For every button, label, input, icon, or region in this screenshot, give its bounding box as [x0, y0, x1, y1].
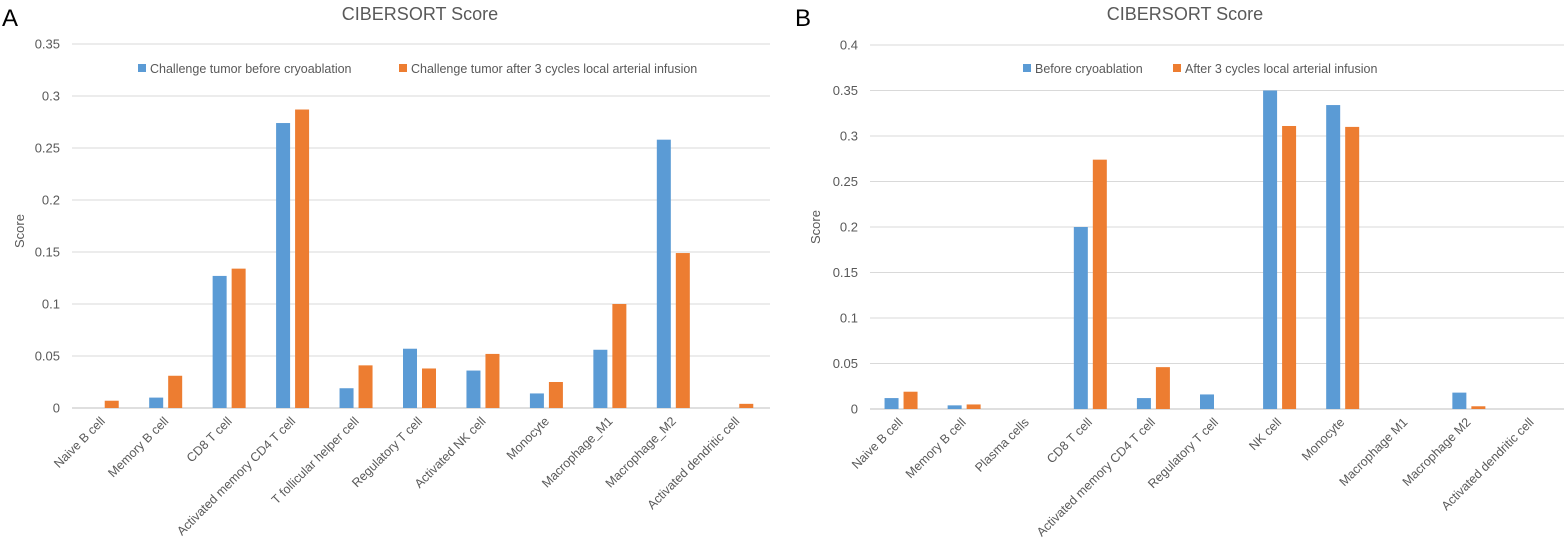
y-tick-label: 0.15 [833, 265, 858, 280]
chart-title: CIBERSORT Score [342, 4, 498, 24]
bar-series-2 [104, 400, 119, 408]
y-tick-label: 0.35 [35, 37, 60, 52]
legend: Challenge tumor before cryoablation Chal… [138, 62, 697, 76]
legend-swatch-series-1 [1023, 64, 1031, 72]
x-tick-label: Monocyte [1299, 415, 1347, 463]
bar-series-1 [593, 349, 608, 408]
x-tick-label: Macrophage M1 [1337, 415, 1411, 489]
y-tick-label: 0.3 [840, 129, 858, 144]
x-tick-label: Monocyte [504, 414, 552, 462]
x-tick-label: CD8 T cell [184, 414, 235, 465]
bar-series-1 [1200, 394, 1214, 409]
bar-series-2 [1092, 159, 1107, 409]
bar-series-1 [149, 397, 164, 408]
legend-swatch-series-2 [399, 64, 407, 72]
bar-series-1 [1073, 227, 1088, 409]
y-tick-label: 0.1 [840, 311, 858, 326]
y-tick-label: 0.25 [833, 174, 858, 189]
legend-label-series-2: After 3 cycles local arterial infusion [1185, 62, 1377, 76]
bar-series-2 [612, 304, 627, 408]
x-tick-label: Macrophage M2 [1400, 415, 1474, 489]
x-tick-label: Memory B cell [105, 414, 171, 480]
y-tick-label: 0 [53, 401, 60, 416]
y-tick-label: 0.35 [833, 83, 858, 98]
y-tick-label: 0.2 [840, 220, 858, 235]
legend-swatch-series-1 [138, 64, 146, 72]
bar-series-2 [548, 382, 563, 408]
bar-series-2 [168, 375, 183, 408]
x-tick-label: Naive B cell [849, 415, 906, 472]
x-tick-label: Plasma cells [972, 415, 1032, 475]
x-tick-label: Memory B cell [903, 415, 969, 481]
bar-series-2 [1345, 126, 1360, 410]
gridlines: 0 0.05 0.1 0.15 0.2 0.25 0.3 0.35 0.4 [833, 38, 1564, 417]
bar-series-1 [276, 123, 291, 408]
panel-a: A CIBERSORT Score Challenge tumor before… [2, 4, 770, 538]
y-tick-label: 0.2 [42, 193, 60, 208]
x-tick-label: Naive B cell [51, 414, 108, 471]
y-tick-label: 0.3 [42, 89, 60, 104]
x-tick-label: CD8 T cell [1044, 415, 1095, 466]
panel-b: B CIBERSORT Score Before cryoablation Af… [795, 4, 1564, 539]
bar-series-2 [358, 365, 373, 408]
bar-series-2 [231, 268, 246, 408]
panel-label: A [2, 5, 18, 32]
y-tick-label: 0.15 [35, 245, 60, 260]
bar-series-2 [422, 368, 436, 408]
chart-title: CIBERSORT Score [1107, 4, 1263, 24]
x-tick-label: NK cell [1246, 415, 1284, 453]
bar-series-1 [884, 398, 899, 409]
bar-series-1 [656, 139, 671, 408]
bar-series-2 [903, 391, 918, 409]
panel-label: B [795, 5, 811, 32]
bar-series-2 [1282, 125, 1297, 410]
x-tick-label: Regulatory T cell [1145, 415, 1221, 491]
bar-series-2 [739, 403, 754, 408]
x-tick-label: Activated memory CD4 T cell [1034, 415, 1158, 539]
bar-series-2 [485, 353, 500, 408]
y-tick-label: 0.05 [35, 349, 60, 364]
bar-series-2 [1155, 367, 1170, 409]
x-tick-label: Activated memory CD4 T cell [174, 414, 298, 538]
y-tick-label: 0.25 [35, 141, 60, 156]
y-tick-label: 0.05 [833, 356, 858, 371]
bar-series-1 [1136, 398, 1151, 409]
bar-series-1 [947, 405, 962, 409]
y-tick-label: 0 [851, 402, 858, 417]
bar-series-2 [1471, 406, 1486, 409]
bar-series-1 [403, 348, 417, 408]
legend-label-series-2: Challenge tumor after 3 cycles local art… [411, 62, 697, 76]
bar-series-1 [1326, 105, 1341, 409]
bar-series-1 [1263, 90, 1278, 409]
bar-series-1 [529, 393, 544, 408]
bar-series-2 [295, 109, 310, 409]
bar-series-1 [1452, 392, 1467, 409]
y-tick-label: 0.1 [42, 297, 60, 312]
legend: Before cryoablation After 3 cycles local… [1023, 62, 1377, 76]
y-axis-title: Score [808, 210, 823, 244]
legend-label-series-1: Challenge tumor before cryoablation [150, 62, 352, 76]
bar-series-2 [966, 404, 981, 409]
y-axis-title: Score [12, 214, 27, 248]
gridlines: 0 0.05 0.1 0.15 0.2 0.25 0.3 0.35 [35, 37, 770, 416]
bar-series-1 [466, 370, 481, 408]
legend-swatch-series-2 [1173, 64, 1181, 72]
bar-series-1 [212, 275, 227, 408]
y-tick-label: 0.4 [840, 38, 858, 53]
bar-series-2 [675, 253, 690, 408]
legend-label-series-1: Before cryoablation [1035, 62, 1143, 76]
bar-series-1 [339, 388, 354, 408]
